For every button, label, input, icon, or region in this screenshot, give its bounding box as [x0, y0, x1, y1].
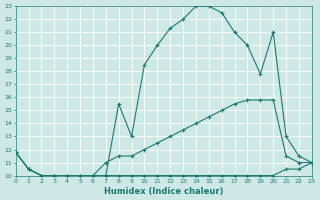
X-axis label: Humidex (Indice chaleur): Humidex (Indice chaleur): [104, 187, 223, 196]
